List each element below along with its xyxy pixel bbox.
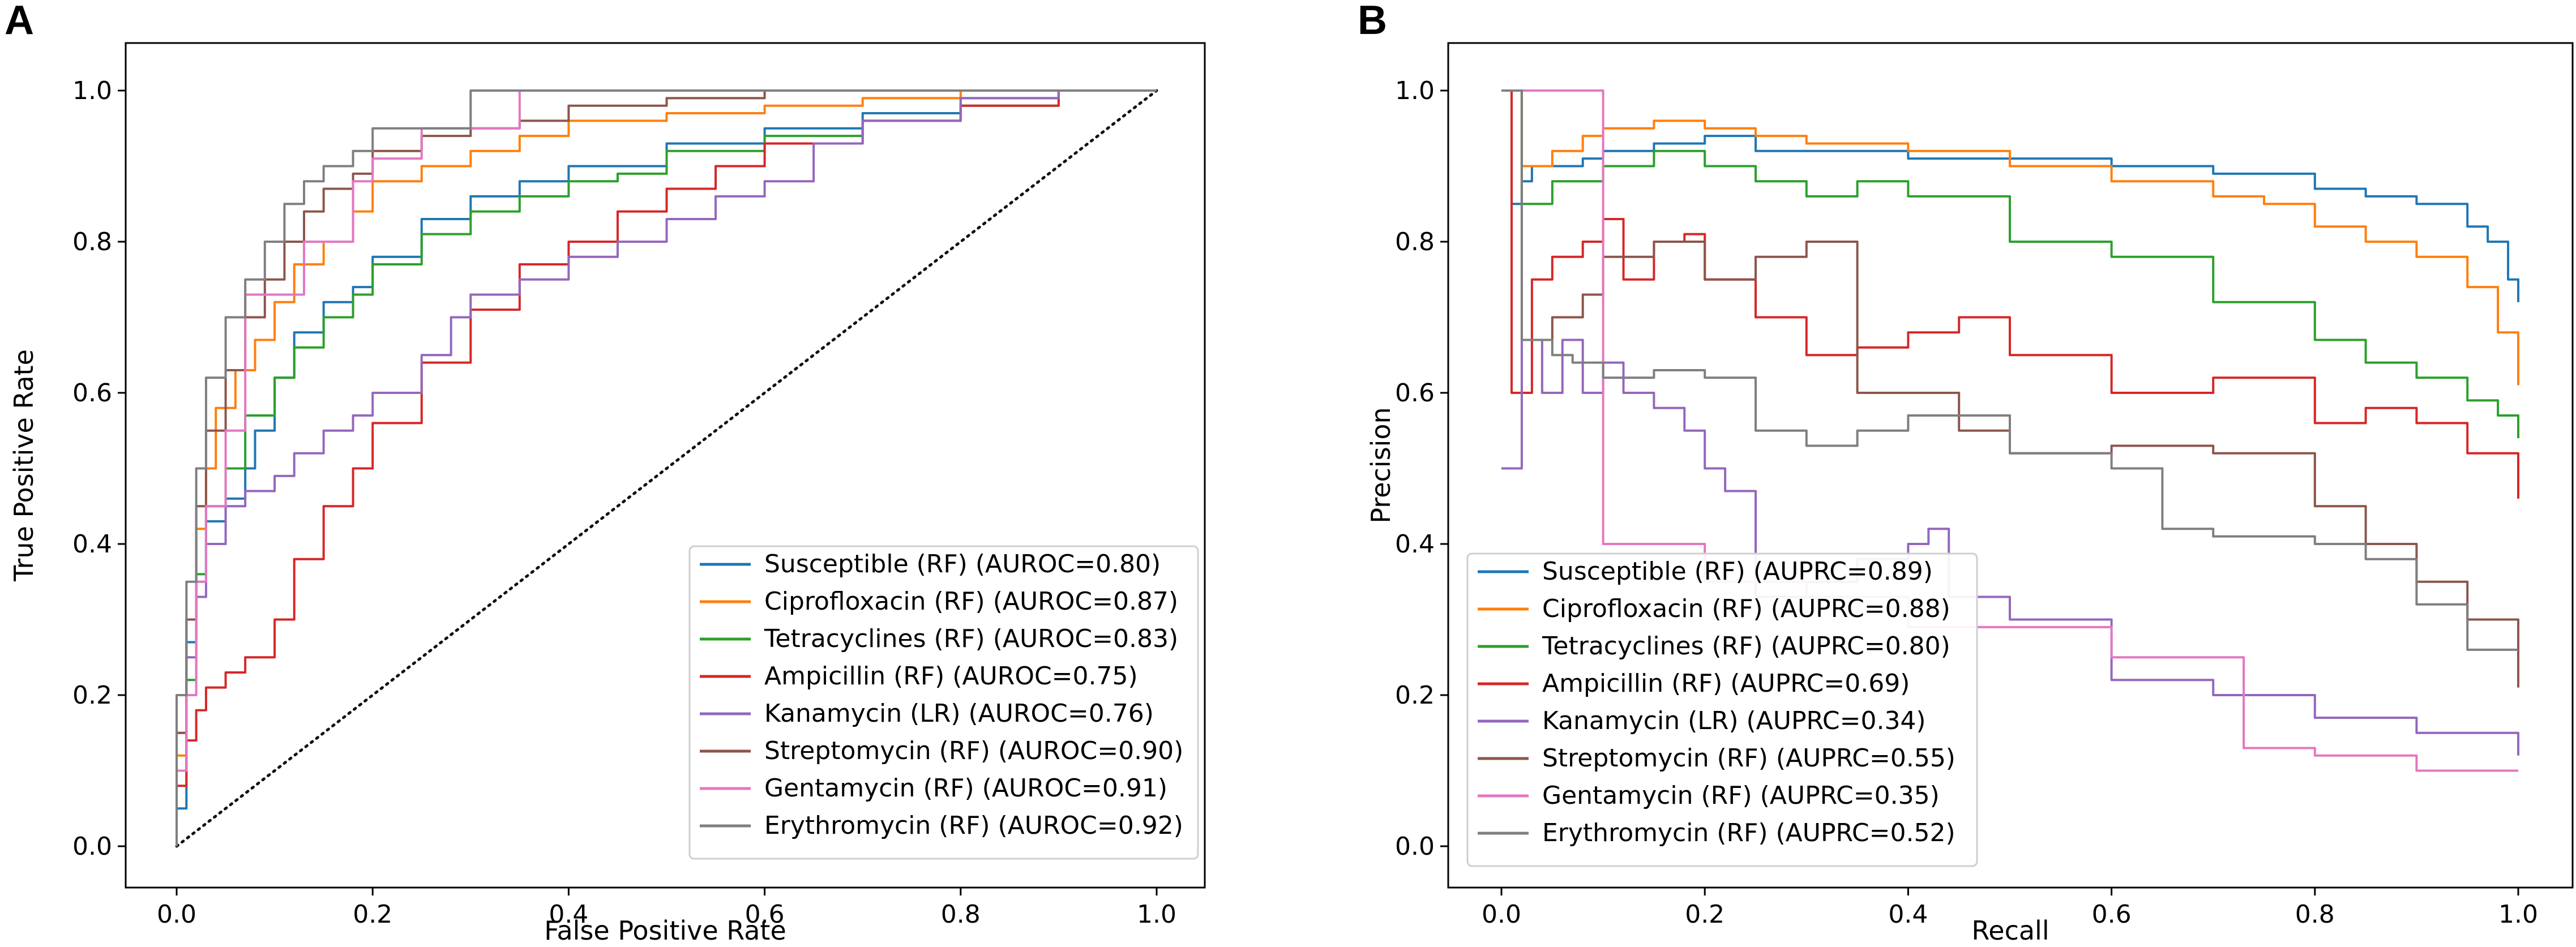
roc-legend-entry: Tetracyclines (RF) (AUROC=0.83)	[764, 624, 1178, 653]
pr-x-tick-label: 0.4	[1888, 900, 1928, 929]
roc-legend-entry: Kanamycin (LR) (AUROC=0.76)	[764, 699, 1154, 728]
roc-series-line-3	[176, 89, 1157, 846]
roc-ticks: 0.0 0.2 0.4 0.6 0.8 1.0 0.0 0.2 0.4 0.6 0.8 1.0	[72, 76, 1176, 929]
roc-legend-entry: Gentamycin (RF) (AUROC=0.91)	[764, 774, 1167, 803]
pr-y-tick-label: 0.6	[1395, 379, 1435, 408]
pr-legend-entry: Kanamycin (LR) (AUPRC=0.34)	[1542, 706, 1926, 735]
pr-plot-frame	[1447, 42, 2574, 889]
pr-legend-entry: Erythromycin (RF) (AUPRC=0.52)	[1542, 819, 1955, 847]
panel-label-a: A	[5, 0, 34, 43]
pr-legend-entry: Gentamycin (RF) (AUPRC=0.35)	[1542, 781, 1940, 810]
roc-plot-frame	[125, 42, 1206, 889]
roc-legend: Susceptible (RF) (AUROC=0.80) Ciprofloxac…	[688, 545, 1199, 860]
pr-y-tick-label: 0.4	[1395, 530, 1435, 559]
pr-y-tick-label: 0.0	[1395, 832, 1435, 861]
roc-y-tick-label: 0.2	[72, 681, 112, 710]
pr-y-tick-label: 0.8	[1395, 228, 1435, 256]
pr-legend-entry: Tetracyclines (RF) (AUPRC=0.80)	[1542, 632, 1950, 661]
roc-y-tick-label: 1.0	[72, 76, 112, 105]
roc-x-tick-label: 0.0	[157, 900, 196, 929]
pr-x-axis-label: Recall	[1971, 915, 2049, 946]
roc-legend-entry: Susceptible (RF) (AUROC=0.80)	[764, 550, 1161, 579]
roc-legend-entry: Ciprofloxacin (RF) (AUROC=0.87)	[764, 587, 1178, 616]
roc-x-tick-label: 0.4	[549, 900, 588, 929]
panel-label-b: B	[1358, 0, 1387, 43]
pr-y-tick-label: 1.0	[1395, 76, 1435, 105]
roc-panel: A 0.0 0.2 0.4 0.6 0.8 1.0 0.0 0.2 0.4 0.6 0.8 1.0 F…	[5, 0, 1206, 946]
roc-x-tick-label: 0.8	[941, 900, 981, 929]
pr-legend-box	[1466, 552, 1978, 867]
roc-x-tick-label: 0.2	[353, 900, 392, 929]
pr-panel: B 0.0 0.2 0.4 0.6 0.8 1.0 0.0 0.2 0.4 0.6 0.8 1.0 R…	[1358, 0, 2574, 946]
pr-legend-entry: Ampicillin (RF) (AUPRC=0.69)	[1542, 669, 1910, 698]
pr-x-tick-label: 0.6	[2092, 900, 2132, 929]
roc-series-line-4	[176, 89, 1157, 846]
roc-legend-entry: Streptomycin (RF) (AUROC=0.90)	[764, 736, 1183, 765]
roc-chance-diagonal	[175, 89, 1158, 848]
pr-legend-entry: Ciprofloxacin (RF) (AUPRC=0.88)	[1542, 594, 1950, 623]
pr-x-tick-label: 0.0	[1482, 900, 1521, 929]
pr-series-line-3	[1501, 89, 2519, 499]
roc-x-tick-label: 1.0	[1137, 900, 1176, 929]
roc-legend-entry: Ampicillin (RF) (AUROC=0.75)	[764, 662, 1138, 691]
roc-x-tick-label: 0.6	[745, 900, 785, 929]
pr-legend: Susceptible (RF) (AUPRC=0.89) Ciprofloxac…	[1466, 552, 1978, 867]
roc-y-tick-label: 0.0	[72, 832, 112, 861]
pr-legend-entry: Streptomycin (RF) (AUPRC=0.55)	[1542, 744, 1955, 773]
roc-x-axis-label: False Positive Rate	[544, 915, 786, 946]
roc-y-axis-label: True Positive Rate	[8, 349, 39, 582]
pr-x-tick-label: 1.0	[2498, 900, 2538, 929]
roc-series-group	[175, 89, 1158, 848]
roc-legend-box	[688, 545, 1199, 860]
pr-series-line-5	[1501, 89, 2519, 688]
pr-x-tick-label: 0.2	[1685, 900, 1725, 929]
roc-y-tick-label: 0.6	[72, 379, 112, 408]
pr-legend-entry: Susceptible (RF) (AUPRC=0.89)	[1542, 557, 1933, 586]
pr-ticks: 0.0 0.2 0.4 0.6 0.8 1.0 0.0 0.2 0.4 0.6 0.8 1.0	[1395, 76, 2538, 929]
roc-series-line-7	[176, 89, 1157, 846]
roc-legend-entry: Erythromycin (RF) (AUROC=0.92)	[764, 811, 1183, 840]
roc-y-tick-label: 0.8	[72, 228, 112, 256]
pr-x-tick-label: 0.8	[2295, 900, 2335, 929]
pr-y-tick-label: 0.2	[1395, 681, 1435, 710]
roc-series-line-6	[176, 89, 1157, 846]
pr-series-line-1	[1501, 89, 2519, 385]
roc-y-tick-label: 0.4	[72, 530, 112, 559]
pr-series-line-7	[1501, 89, 2518, 651]
pr-y-axis-label: Precision	[1366, 407, 1396, 523]
